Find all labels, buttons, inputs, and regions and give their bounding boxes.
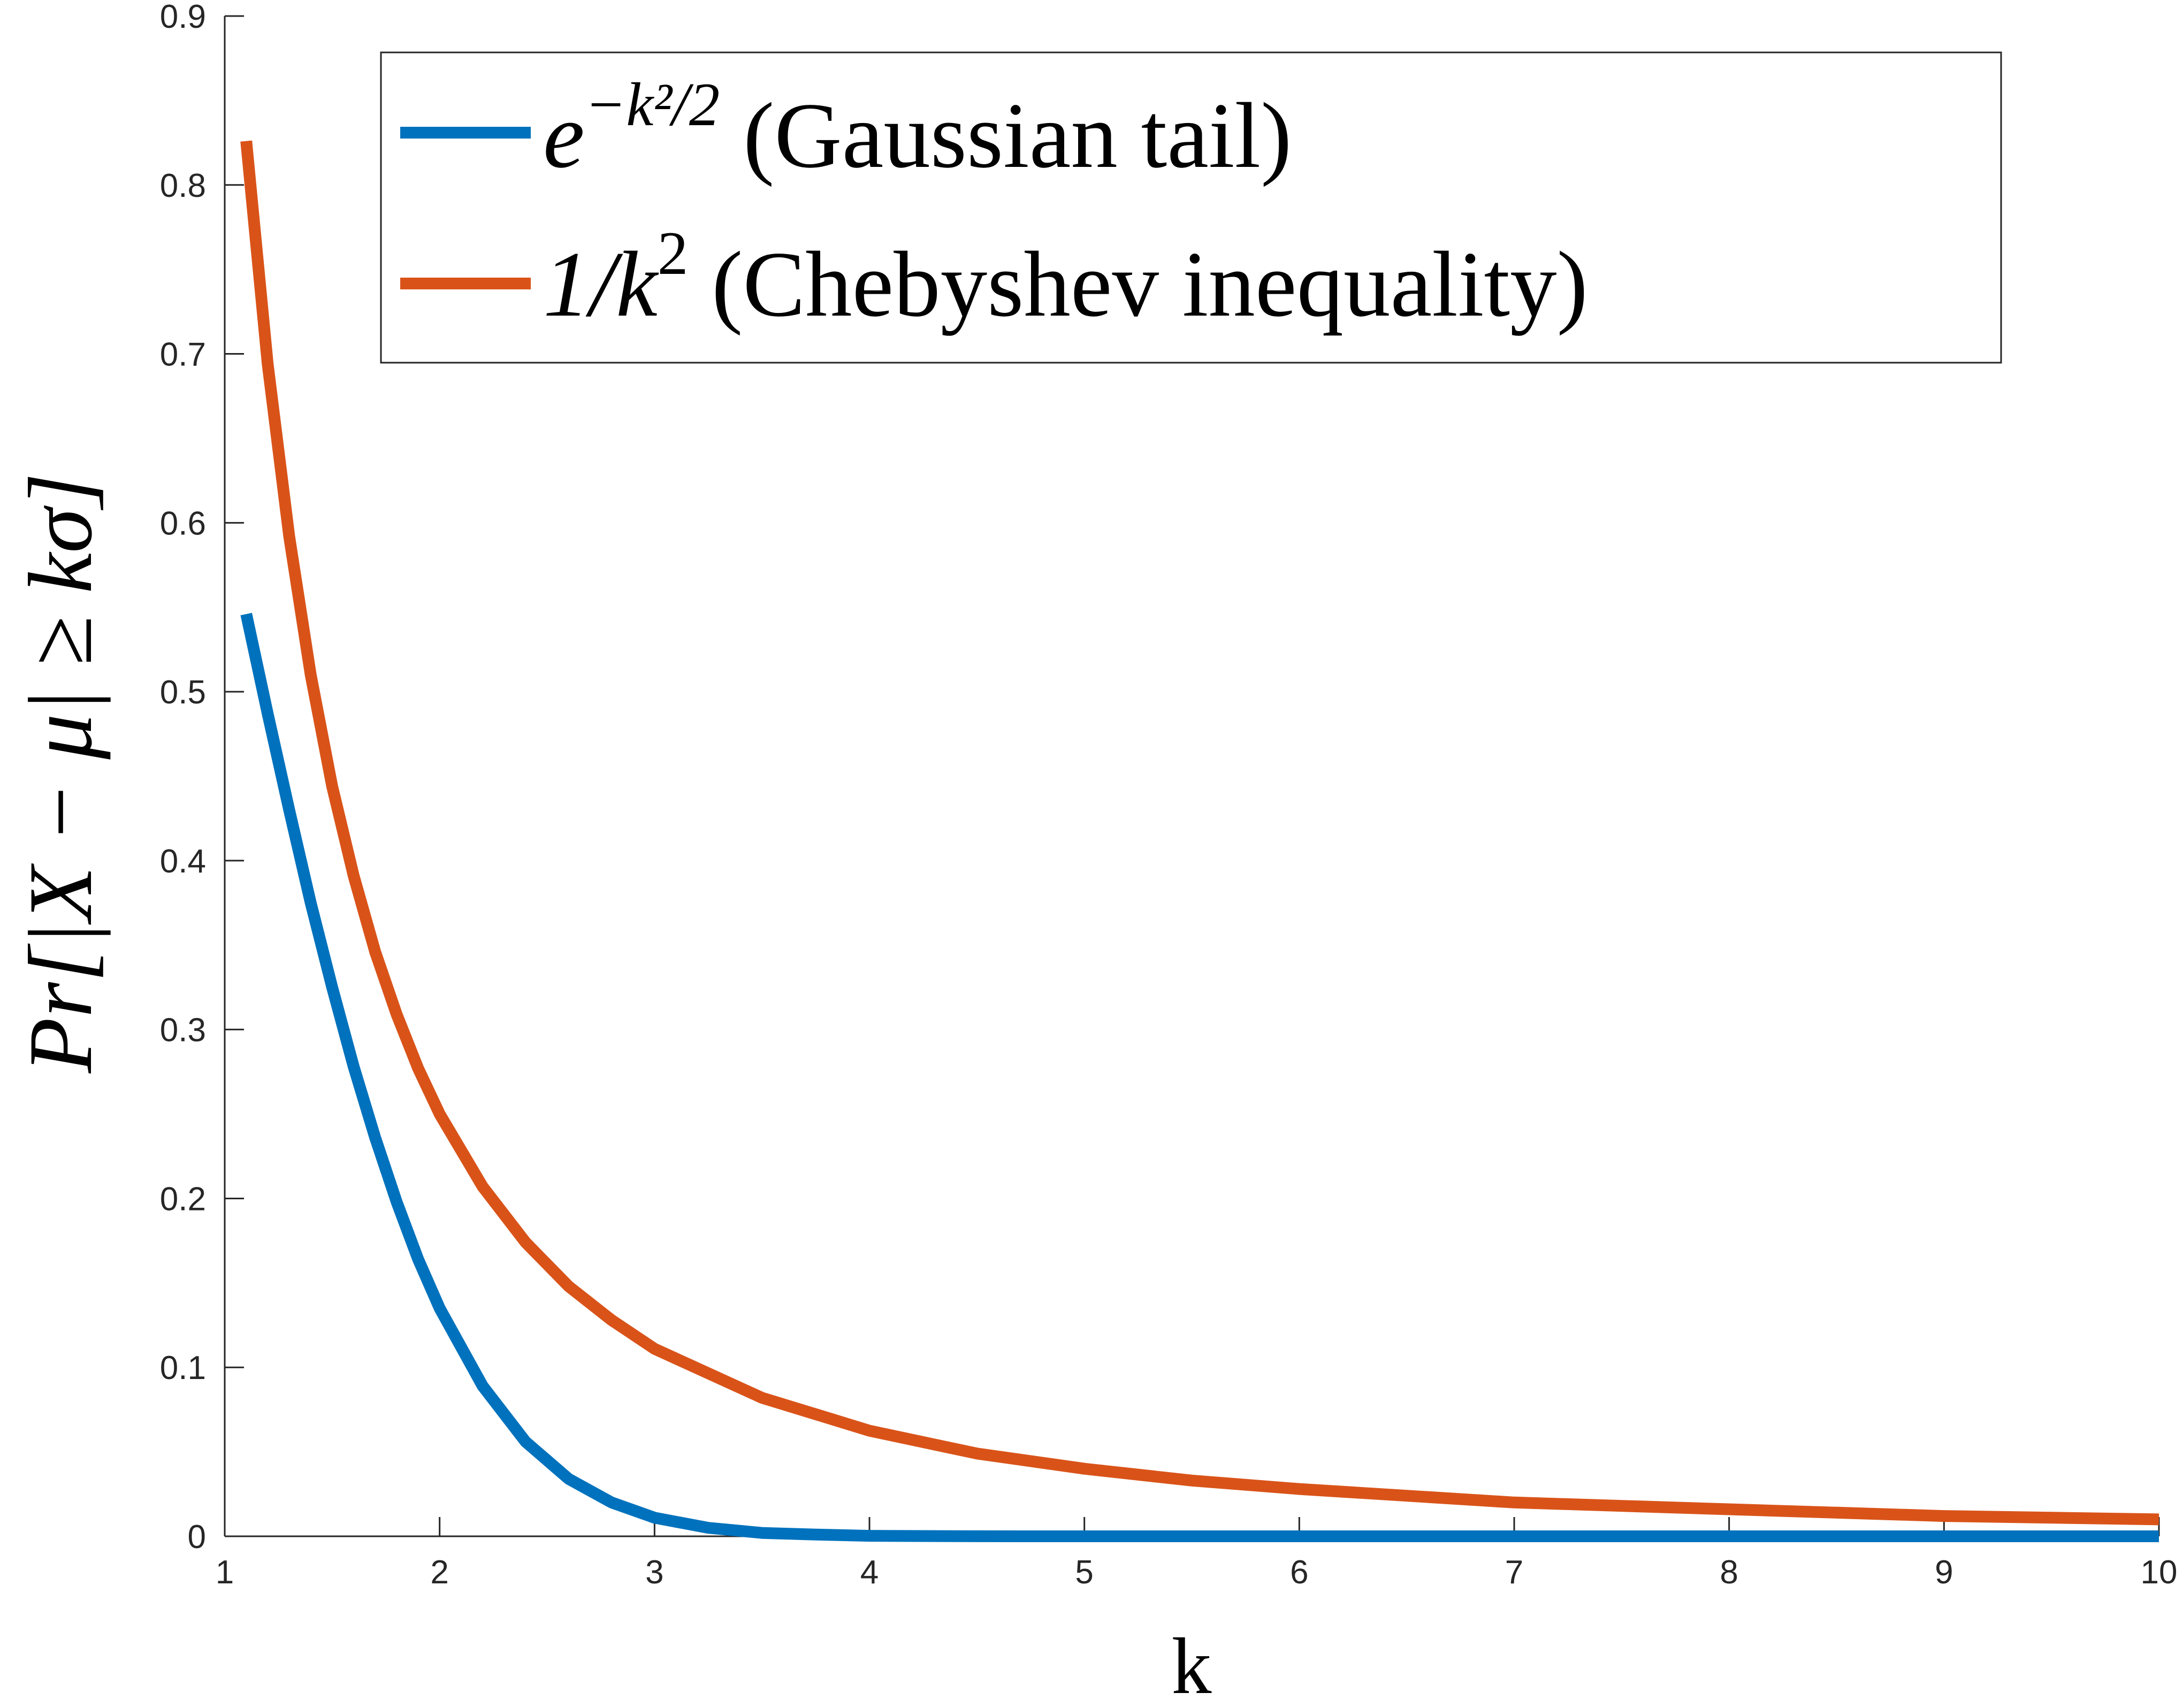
y-tick-label: 0.1	[160, 1350, 206, 1387]
legend-chebyshev-spacer	[688, 232, 712, 336]
x-axis-ticks: 1 2 3 4 5 6 7 8 9 10	[216, 1517, 2178, 1591]
legend-box	[380, 51, 2002, 364]
x-tick-label: 5	[1075, 1554, 1093, 1591]
x-tick-label: 2	[430, 1554, 448, 1591]
legend-entry-chebyshev: 1/k2 (Chebyshev inequality)	[543, 219, 1588, 336]
x-axis-label: k	[1172, 1622, 1212, 1708]
x-tick-label: 10	[2141, 1554, 2178, 1591]
y-axis-ticks: 0 0.1 0.2 0.3 0.4 0.5 0.6 0.7 0.8 0.9	[160, 0, 244, 1556]
legend-gaussian-base: e	[543, 83, 585, 187]
legend-entry-gaussian: e−k²/2 (Gaussian tail)	[543, 71, 1292, 187]
y-tick-label: 0.2	[160, 1181, 206, 1217]
series-layer	[240, 140, 2159, 1542]
x-tick-label: 9	[1935, 1554, 1953, 1591]
legend-gaussian-exponent: −k²/2	[585, 71, 720, 139]
x-tick-label: 4	[860, 1554, 879, 1591]
series-line-1	[240, 140, 2159, 1526]
y-tick-label: 0.4	[160, 843, 206, 880]
legend-chebyshev-base: 1/k	[543, 232, 659, 336]
x-tick-label: 8	[1720, 1554, 1738, 1591]
legend-chebyshev-text: (Chebyshev inequality)	[712, 232, 1588, 336]
y-tick-label: 0.6	[160, 505, 206, 542]
legend-gaussian-spacer	[720, 83, 743, 187]
y-tick-label: 0.7	[160, 336, 206, 373]
legend-chebyshev-exponent: 2	[658, 219, 689, 287]
y-tick-label: 0.9	[160, 0, 206, 35]
x-tick-label: 7	[1505, 1554, 1523, 1591]
legend: e−k²/2 (Gaussian tail) 1/k2 (Chebyshev i…	[380, 51, 2002, 364]
series-line-0	[240, 612, 2159, 1542]
y-tick-label: 0	[188, 1519, 206, 1556]
y-axis-label: Pr[|X − μ| ≥ kσ]	[10, 473, 111, 1074]
x-tick-label: 3	[645, 1554, 663, 1591]
y-tick-label: 0.5	[160, 674, 206, 711]
y-tick-label: 0.3	[160, 1012, 206, 1049]
y-tick-label: 0.8	[160, 167, 206, 204]
x-tick-label: 1	[216, 1554, 234, 1591]
legend-gaussian-text: (Gaussian tail)	[743, 83, 1292, 187]
x-tick-label: 6	[1290, 1554, 1308, 1591]
